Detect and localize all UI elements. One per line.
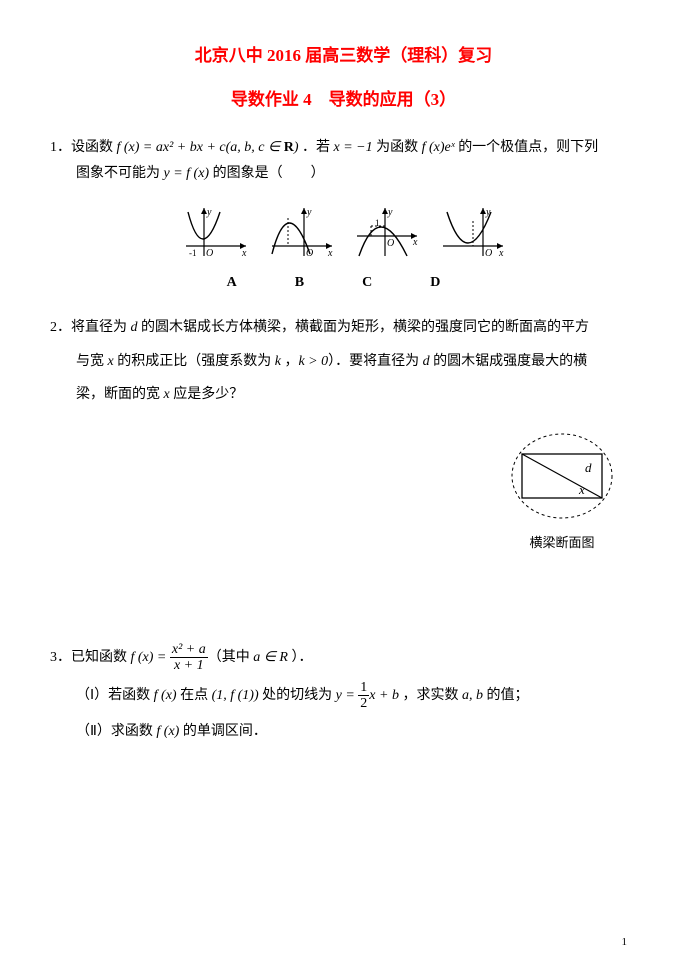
beam-caption: 横梁断面图 (507, 531, 617, 556)
p1-text-b: ．若 (302, 140, 334, 155)
p1-line2b: 的图象是（ ） (209, 166, 325, 181)
label-b: B (295, 275, 362, 290)
p1-math-a2: ) (294, 140, 302, 155)
p3-sub1c: 处的切线为 (259, 688, 336, 703)
p3-s1m1: f (x) (154, 688, 177, 703)
beam-x-label: x (578, 482, 585, 497)
p1-math-c: f (x)eˣ (422, 140, 455, 155)
svg-text:O: O (387, 238, 394, 249)
p1-text-c: 为函数 (373, 140, 422, 155)
svg-text:O: O (206, 248, 213, 259)
problem-3: 3．已知函数 f (x) = x² + ax + 1（其中 a ∈ R ）． （… (50, 642, 637, 749)
p1-line2m: y = f (x) (164, 166, 210, 181)
p3-sub1b: 在点 (177, 688, 212, 703)
problem-3-number: 3． (50, 650, 71, 665)
p1-text: 设函数 (71, 140, 117, 155)
p2-m4: k > 0 (298, 354, 328, 369)
p3-sub2b: 的单调区间． (179, 724, 267, 739)
p2-l2c: ， (281, 354, 299, 369)
p3-sub2a: （Ⅱ）求函数 (76, 724, 156, 739)
p3-s1m2: (1, f (1)) (212, 688, 259, 703)
p3-sub1e: 的值； (483, 688, 529, 703)
p2-l2e: 的圆木锯成强度最大的横 (430, 354, 588, 369)
p1-text-d: 的一个极值点，则下列 (455, 140, 599, 155)
p3-s1m4: a, b (462, 688, 483, 703)
page-number: 1 (622, 932, 628, 953)
graph-d-icon: y x O (437, 204, 507, 260)
problem-1: 1．设函数 f (x) = ax² + bx + c(a, b, c ∈ R) … (50, 135, 637, 188)
svg-text:y: y (306, 207, 312, 218)
label-d: D (430, 275, 498, 290)
p2-l1b: 的圆木锯成长方体横梁，横截面为矩形，横梁的强度同它的断面高的平方 (138, 320, 590, 335)
page-subtitle: 导数作业 4 导数的应用（3） (50, 84, 637, 116)
problem-1-number: 1． (50, 140, 71, 155)
p3-l1b: （其中 (208, 650, 254, 665)
p2-m1: d (131, 320, 138, 335)
p2-l3a: 梁，断面的宽 (76, 387, 164, 402)
beam-d-label: d (585, 460, 592, 475)
p3-l1c: ）． (288, 650, 313, 665)
p2-l2a: 与宽 (76, 354, 108, 369)
p3-frac2: 12 (358, 680, 369, 712)
svg-text:x: x (412, 237, 418, 248)
p3-frac1: x² + ax + 1 (170, 642, 208, 674)
beam-diagram-icon: d x (507, 432, 617, 522)
svg-text:x: x (241, 248, 247, 259)
label-c: C (362, 275, 430, 290)
p2-l2d: ）．要将直径为 (328, 354, 423, 369)
graph-labels: ABCD (88, 270, 637, 297)
p2-l1a: 将直径为 (71, 320, 131, 335)
p3-sub1a: （Ⅰ）若函数 (76, 688, 154, 703)
p2-l2b: 的积成正比（强度系数为 (114, 354, 275, 369)
problem-2: 2．将直径为 d 的圆木锯成长方体横梁，横截面为矩形，横梁的强度同它的断面高的平… (50, 311, 637, 412)
svg-text:y: y (387, 207, 393, 218)
p3-l1a: 已知函数 (71, 650, 131, 665)
p3-s1m3b: x + b (369, 688, 399, 703)
svg-text:x: x (498, 248, 504, 259)
graph-b-icon: y x O (266, 204, 336, 260)
p3-sub1d: ，求实数 (399, 688, 462, 703)
p3-m1a: f (x) = (131, 650, 170, 665)
svg-text:-1: -1 (189, 248, 197, 258)
p1-R: R (284, 140, 294, 155)
p1-math-b: x = −1 (333, 140, 372, 155)
graph-c-icon: y x O 1 (351, 204, 421, 260)
svg-text:O: O (485, 248, 492, 259)
p2-l3b: 应是多少？ (170, 387, 244, 402)
problem-1-figures: y x -1 O y x O y x O 1 y x O (50, 204, 637, 297)
p3-m1b: a ∈ R (253, 650, 288, 665)
label-a: A (227, 275, 295, 290)
svg-text:x: x (327, 248, 333, 259)
p1-line2a: 图象不可能为 (76, 166, 164, 181)
p3-s2m1: f (x) (156, 724, 179, 739)
page-title: 北京八中 2016 届高三数学（理科）复习 (50, 40, 637, 72)
graph-a-icon: y x -1 O (180, 204, 250, 260)
svg-text:y: y (206, 207, 212, 218)
p3-s1m3a: y = (336, 688, 359, 703)
beam-figure: d x 横梁断面图 (507, 432, 617, 555)
p2-m5: d (423, 354, 430, 369)
problem-2-number: 2． (50, 320, 71, 335)
p1-math-a: f (x) = ax² + bx + c(a, b, c ∈ (117, 140, 284, 155)
